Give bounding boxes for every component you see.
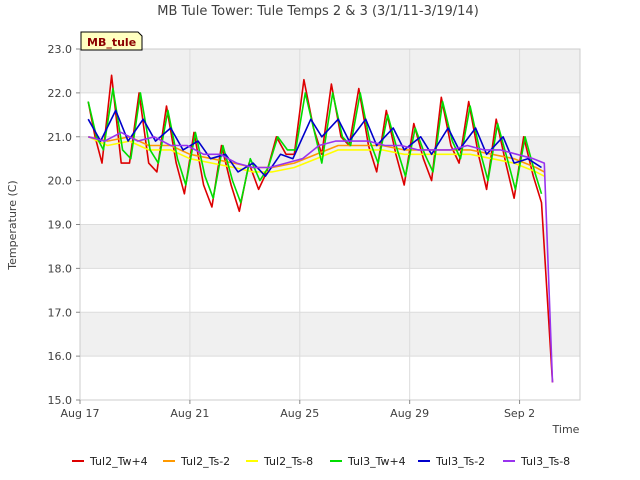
badge-box <box>80 31 143 51</box>
x-tick-label: Sep 2 <box>504 407 535 420</box>
y-tick-label: 16.0 <box>48 350 73 363</box>
x-tick-label: Aug 25 <box>280 407 319 420</box>
x-tick-label: Aug 29 <box>390 407 429 420</box>
x-axis-label: Time <box>552 423 580 436</box>
legend-item: Tul2_Ts-8 <box>246 455 313 468</box>
legend-label: Tul3_Ts-2 <box>435 455 485 468</box>
y-axis: 15.0 16.0 17.0 18.0 19.0 20.0 21.0 22.0 23.0 <box>48 43 80 407</box>
series-line-tul3-tw-4 <box>87 87 543 204</box>
legend: Tul2_Tw+4 Tul2_Ts-2 Tul2_Ts-8 Tul3_Tw+4 Tul3… <box>72 455 570 468</box>
y-tick-label: 18.0 <box>48 262 73 275</box>
legend-item: Tul3_Ts-2 <box>418 455 485 468</box>
x-axis: Aug 17 Aug 21 Aug 25 Aug 29 Sep 2 <box>61 400 535 420</box>
series-group <box>87 74 554 383</box>
series-line-tul2-ts-2 <box>88 136 545 173</box>
y-tick-label: 21.0 <box>48 131 73 144</box>
series-line-tul3-ts-2 <box>87 109 542 177</box>
y-tick-label: 17.0 <box>48 306 73 319</box>
legend-label: Tul2_Ts-8 <box>263 455 313 468</box>
legend-item: Tul3_Tw+4 <box>330 455 406 468</box>
series-line-tul3-ts-8 <box>87 131 554 383</box>
legend-label: Tul2_Ts-2 <box>180 455 230 468</box>
legend-item: Tul2_Ts-2 <box>163 455 230 468</box>
badge: MB_tule <box>80 31 143 51</box>
y-tick-label: 15.0 <box>48 394 73 407</box>
y-axis-label: Temperature (C) <box>6 180 19 270</box>
series-line-tul2-ts-8 <box>87 136 545 177</box>
y-tick-label: 23.0 <box>48 43 73 56</box>
legend-label: Tul2_Tw+4 <box>89 455 148 468</box>
plot-band <box>80 312 580 357</box>
y-tick-label: 19.0 <box>48 219 73 232</box>
y-tick-label: 20.0 <box>48 175 73 188</box>
y-tick-label: 22.0 <box>48 87 73 100</box>
chart-title: MB Tule Tower: Tule Temps 2 & 3 (3/1/11-… <box>157 4 479 19</box>
legend-label: Tul3_Tw+4 <box>347 455 406 468</box>
legend-item: Tul2_Tw+4 <box>72 455 148 468</box>
badge-label: MB_tule <box>87 36 136 49</box>
plot-band <box>80 224 580 269</box>
plot-band <box>80 49 580 93</box>
legend-label: Tul3_Ts-8 <box>520 455 570 468</box>
legend-item: Tul3_Ts-8 <box>503 455 570 468</box>
x-tick-label: Aug 21 <box>170 407 209 420</box>
series-line-tul2-tw-4 <box>87 74 554 383</box>
x-tick-label: Aug 17 <box>61 407 100 420</box>
